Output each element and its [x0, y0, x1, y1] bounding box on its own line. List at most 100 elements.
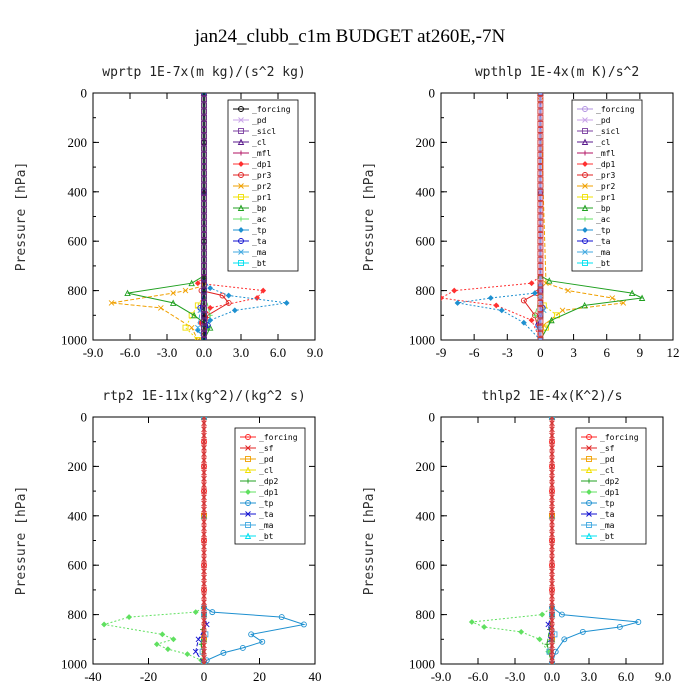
zero-profile-marker: [549, 655, 555, 661]
legend-entry: _pd: [600, 455, 615, 464]
y-tick-label: 0: [429, 86, 436, 101]
y-axis-label: Pressure [hPa]: [14, 486, 29, 596]
y-tick-label: 200: [416, 459, 436, 474]
panel-title: wpthlp 1E-4x(m K)/s^2: [475, 65, 639, 80]
legend-entry: _ma: [596, 248, 611, 257]
legend-marker: [582, 128, 588, 134]
x-tick-label: 3.0: [233, 345, 249, 360]
zero-profile-marker: [549, 463, 555, 470]
zero-profile-marker: [549, 580, 555, 587]
zero-profile-marker: [549, 494, 555, 501]
data-point: [207, 285, 214, 292]
zero-profile-marker: [549, 519, 555, 525]
data-point: [493, 302, 500, 309]
series-group: [108, 93, 290, 340]
data-point: [548, 316, 555, 324]
zero-profile-marker: [549, 488, 555, 494]
legend-marker: [238, 106, 244, 112]
data-point: [468, 619, 475, 625]
x-tick-label: 12: [667, 345, 680, 360]
zero-profile-marker: [537, 93, 544, 96]
zero-profile-marker: [201, 262, 207, 269]
zero-profile-marker: [537, 195, 544, 201]
data-point: [239, 644, 246, 651]
data-point: [259, 638, 266, 645]
x-tick-label: 40: [309, 669, 322, 684]
legend-marker: [238, 172, 244, 178]
legend-entry: _mfl: [596, 149, 615, 158]
data-point: [207, 312, 213, 318]
x-tick-label: 3: [570, 345, 577, 360]
zero-profile-marker: [201, 562, 207, 569]
legend-entry: _dp1: [252, 160, 271, 169]
series-group: [101, 417, 307, 664]
zero-profile-marker: [537, 244, 544, 251]
legend-marker: [586, 522, 592, 528]
series-line-ma: [548, 417, 556, 664]
zero-profile-marker: [201, 195, 207, 201]
x-tick-label: -9.0: [83, 345, 104, 360]
data-point: [153, 641, 160, 648]
data-point: [520, 297, 527, 304]
legend-entry: _forcing: [600, 433, 639, 442]
data-point: [194, 280, 201, 287]
zero-profile-marker: [201, 537, 207, 544]
y-tick-label: 800: [68, 283, 88, 298]
x-tick-label: -9.0: [431, 669, 452, 684]
legend-marker: [245, 511, 251, 517]
zero-profile-marker: [201, 494, 207, 501]
zero-profile-marker: [201, 457, 207, 464]
y-axis-label: Pressure [hPa]: [362, 162, 377, 272]
zero-profile-marker: [549, 438, 555, 445]
panel-title: rtp2 1E-11x(kg^2)/(kg^2 s): [102, 389, 306, 404]
x-tick-label: -20: [140, 669, 157, 684]
legend-marker: [245, 445, 251, 451]
data-point: [531, 290, 538, 296]
series-line-dp1: [103, 417, 205, 664]
zero-profile-marker: [537, 188, 544, 195]
zero-profile-marker: [201, 244, 207, 251]
legend-entry: _bt: [596, 259, 611, 268]
zero-profile-marker: [537, 300, 544, 306]
zero-profile-marker: [537, 275, 544, 282]
legend-marker: [586, 456, 592, 462]
x-tick-label: 0: [201, 669, 208, 684]
zero-profile-marker: [201, 611, 207, 618]
y-tick-label: 200: [416, 135, 436, 150]
zero-profile-marker: [201, 617, 207, 624]
zero-profile-marker: [201, 306, 207, 313]
zero-profile-marker: [549, 550, 555, 556]
zero-profile-marker: [201, 488, 207, 494]
x-tick-label: -3: [502, 345, 513, 360]
data-point: [481, 624, 488, 630]
legend-entry: _bp: [252, 204, 267, 213]
legend-entry: _ta: [252, 237, 267, 246]
zero-profile-marker: [201, 417, 207, 420]
series-line-dp1: [471, 417, 553, 664]
zero-profile-marker: [537, 108, 544, 115]
y-tick-label: 200: [68, 135, 88, 150]
legend-marker: [238, 238, 244, 244]
data-point: [638, 294, 646, 301]
zero-profile-marker: [549, 426, 555, 433]
legend-entry: _cl: [252, 138, 267, 147]
x-tick-label: -3.0: [157, 345, 178, 360]
data-point: [539, 611, 546, 618]
zero-profile-marker: [201, 207, 207, 214]
zero-profile-marker: [549, 512, 555, 519]
legend-marker: [238, 249, 244, 255]
zero-profile-marker: [201, 550, 207, 556]
zero-profile-marker: [201, 151, 207, 158]
data-point: [635, 619, 642, 625]
zero-profile-marker: [201, 525, 207, 531]
legend-entry: _pr1: [596, 193, 615, 202]
x-tick-label: -6: [469, 345, 480, 360]
zero-profile-marker: [201, 102, 207, 109]
zero-profile-marker: [549, 525, 555, 531]
zero-profile-marker: [201, 219, 207, 226]
zero-profile-marker: [201, 593, 207, 599]
x-tick-label: 6.0: [618, 669, 634, 684]
y-tick-label: 600: [416, 558, 436, 573]
data-point: [528, 280, 535, 287]
data-point: [126, 614, 132, 620]
